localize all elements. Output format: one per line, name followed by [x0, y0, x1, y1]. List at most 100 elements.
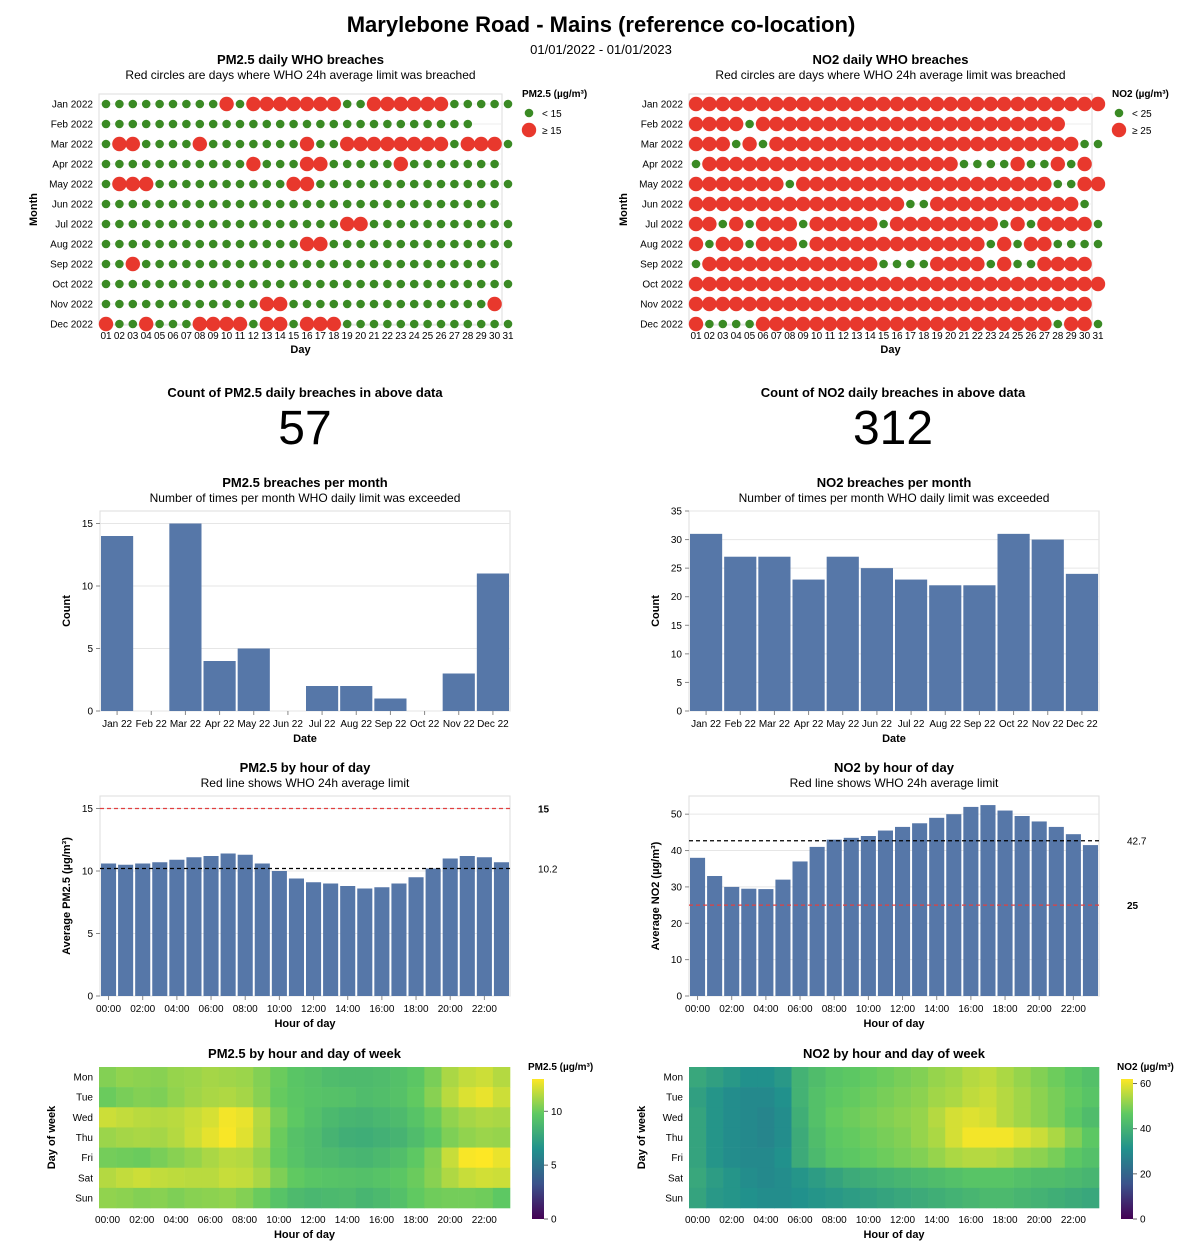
no2-dots-day-dot: [903, 116, 918, 132]
no2-dots-day-dot: [836, 156, 851, 172]
pm25-dots-day-dot: [141, 299, 151, 309]
pm25-heatmap-cell: [253, 1067, 271, 1088]
pm25-hourly-ytick-label: 0: [87, 992, 93, 1003]
pm25-heatmap-cell: [150, 1187, 168, 1209]
no2-dots-day-dot: [822, 296, 838, 312]
no2-dots-day-label: 27: [1039, 331, 1051, 342]
no2-heatmap-cell: [1030, 1187, 1049, 1209]
pm25-dots-day-dot: [235, 159, 245, 169]
no2-dots-day-dot: [959, 159, 969, 169]
pm25-dots-day-dot: [289, 139, 298, 149]
no2-heatmap-cell: [859, 1087, 878, 1108]
no2-dots-day-dot: [782, 236, 797, 252]
pm25-dots-day-label: 25: [422, 331, 434, 342]
pm25-heatmap-cell: [321, 1167, 340, 1189]
no2-dots-day-dot: [943, 256, 958, 272]
no2-dots-day-label: 23: [985, 331, 997, 342]
no2-heatmap-cell: [911, 1107, 929, 1128]
pm25-heatmap-cell: [253, 1147, 271, 1169]
pm25-dots-day-dot: [463, 159, 473, 169]
no2-dots-day-label: 02: [704, 331, 716, 342]
no2-heatmap-cell: [1064, 1087, 1083, 1108]
pm25-dots-day-dot: [302, 299, 312, 309]
pm25-dots-day-dot: [249, 139, 258, 149]
no2-dots-day-dot: [822, 96, 838, 112]
no2-dots-day-dot: [715, 276, 730, 292]
no2-heatmap-cell: [825, 1107, 844, 1128]
pm25-monthly-xtick-label: Apr 22: [205, 719, 235, 730]
no2-dots-day-dot: [903, 316, 918, 332]
no2-dots-day-dot: [970, 316, 985, 332]
pm25-dots-day-dot: [383, 119, 392, 129]
no2-dots-day-dot: [997, 236, 1012, 252]
pm25-heatmap-cell: [184, 1067, 203, 1088]
no2-heatmap-xlabel: Hour of day: [863, 1229, 925, 1241]
no2-dots-day-dot: [970, 96, 985, 112]
pm25-dots-day-dot: [396, 299, 406, 309]
no2-heatmap-cell: [859, 1127, 878, 1148]
no2-dots-day-dot: [809, 216, 824, 232]
pm25-heatmap-cell: [287, 1187, 305, 1209]
pm25-dots-day-dot: [369, 179, 379, 189]
no2-dots-day-label: 07: [771, 331, 783, 342]
no2-dots-day-dot: [1037, 236, 1052, 252]
no2-dots-day-dot: [1013, 259, 1022, 269]
no2-heatmap-cell: [791, 1147, 809, 1169]
no2-heatmap-xtick-label: 18:00: [993, 1215, 1018, 1226]
pm25-dots-day-dot: [128, 119, 138, 129]
pm25-dots-day-dot: [273, 316, 288, 332]
no2-heatmap-cell: [808, 1067, 826, 1088]
pm25-heatmap-cell: [458, 1067, 477, 1088]
no2-dots-day-dot: [796, 136, 811, 152]
no2-dots-day-dot: [836, 96, 851, 112]
no2-heatmap-cell: [774, 1127, 792, 1148]
pm25-dots-day-dot: [423, 259, 432, 269]
no2-heatmap-cell: [996, 1127, 1014, 1148]
pm25-dots-day-dot: [155, 199, 164, 209]
pm25-dots-day-dot: [329, 299, 339, 309]
no2-dots-day-dot: [943, 276, 958, 292]
pm25-heatmap-cell: [492, 1147, 511, 1169]
no2-dots-day-dot: [849, 236, 864, 252]
no2-dots-day-dot: [943, 316, 958, 332]
no2-dots-day-dot: [769, 236, 784, 252]
no2-dots-day-dot: [782, 196, 797, 212]
pm25-dots-day-dot: [235, 259, 245, 269]
no2-heatmap-weekday-label: Mon: [664, 1073, 683, 1084]
pm25-heatmap-cell: [270, 1127, 288, 1148]
pm25-hourly-ytick-label: 10: [82, 867, 94, 878]
pm25-dots-month-label: Jun 2022: [52, 200, 94, 211]
no2-dots-day-dot: [906, 199, 915, 209]
pm25-dots-day-dot: [342, 119, 352, 129]
pm25-dots-day-dot: [396, 279, 406, 289]
no2-dots-day-dot: [731, 139, 741, 149]
no2-heatmap-cell: [774, 1167, 792, 1189]
no2-dots-day-dot: [863, 176, 878, 192]
no2-hourly-xtick-label: 08:00: [822, 1004, 847, 1015]
no2-monthly-ytick-label: 0: [676, 707, 682, 718]
pm25-dots-day-dot: [168, 139, 178, 149]
pm25-monthly-xtick-label: Jun 22: [273, 719, 303, 730]
pm25-heatmap-cell: [270, 1087, 288, 1108]
pm25-hourly-bar: [152, 862, 168, 996]
no2-heatmap-cell: [808, 1187, 826, 1209]
pm25-heatmap-cell: [475, 1187, 494, 1209]
no2-monthly-ytick-label: 25: [671, 564, 683, 575]
no2-dots-day-label: 05: [744, 331, 756, 342]
no2-dots-day-dot: [849, 176, 864, 192]
pm25-heatmap-cell: [390, 1187, 408, 1209]
no2-heatmap-cell: [1081, 1167, 1100, 1189]
no2-monthly-xtick-label: May 22: [826, 719, 859, 730]
pm25-dots-day-dot: [115, 159, 124, 169]
no2-heatmap-cell: [928, 1147, 946, 1169]
no2-hourly-xtick-label: 06:00: [788, 1004, 813, 1015]
pm25-heatmap-cell: [270, 1147, 288, 1169]
pm25-dots-day-dot: [275, 259, 285, 269]
pm25-dots-day-dot: [463, 279, 473, 289]
no2-heatmap-cell: [842, 1087, 861, 1108]
pm25-hourly-bar: [271, 871, 287, 996]
pm25-hourly-bar: [254, 863, 270, 996]
pm25-heatmap-cell: [373, 1167, 391, 1189]
pm25-dots-day-dot: [112, 136, 127, 152]
no2-dots-day-dot: [796, 156, 811, 172]
